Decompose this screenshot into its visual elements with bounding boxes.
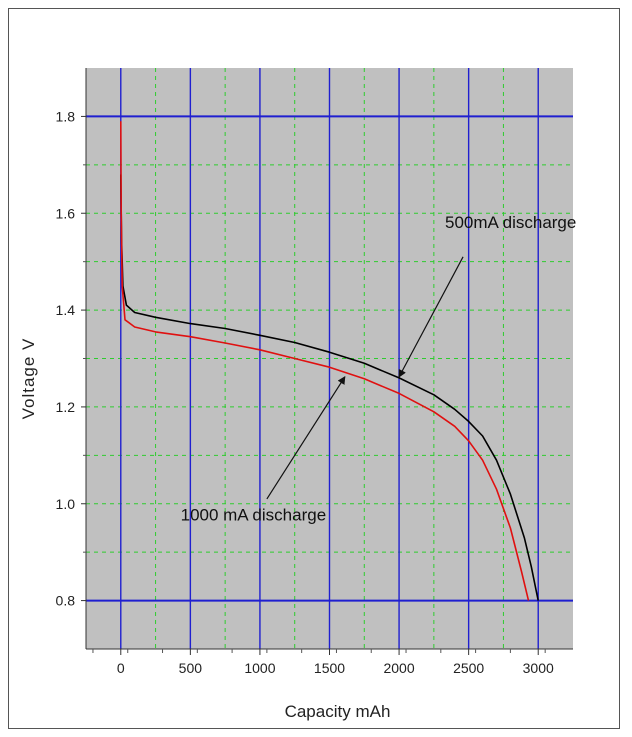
y-tick-label: 1.0 — [56, 496, 76, 512]
x-tick-label: 3000 — [523, 660, 554, 676]
y-tick-label: 1.2 — [56, 399, 76, 415]
x-axis-title: Capacity mAh — [285, 702, 391, 721]
x-tick-label: 1500 — [314, 660, 345, 676]
x-tick-label: 2500 — [453, 660, 484, 676]
series-line — [120, 121, 530, 601]
annotation-label: 1000 mA discharge — [181, 506, 327, 525]
annotation-arrow — [266, 376, 346, 500]
y-axis-title: Voltage V — [19, 338, 38, 420]
x-tick-label: 1000 — [244, 660, 275, 676]
x-tick-label: 500 — [179, 660, 203, 676]
y-tick-label: 1.4 — [56, 302, 76, 318]
ticks: 0 500 1000 1500 2000 2500 3000 0.8 1.0 1.2 1.4 1.6 1… — [56, 108, 554, 676]
y-tick-label: 1.6 — [56, 205, 76, 221]
x-tick-label: 0 — [117, 660, 125, 676]
series-group — [120, 121, 539, 601]
series-line — [120, 174, 539, 601]
annotation-arrow — [398, 256, 464, 378]
y-tick-label: 0.8 — [56, 593, 76, 609]
annotations: 500mA discharge 1000 mA discharge — [181, 213, 577, 525]
x-tick-label: 2000 — [383, 660, 414, 676]
annotation-label: 500mA discharge — [445, 213, 576, 232]
y-tick-label: 1.8 — [56, 108, 76, 124]
